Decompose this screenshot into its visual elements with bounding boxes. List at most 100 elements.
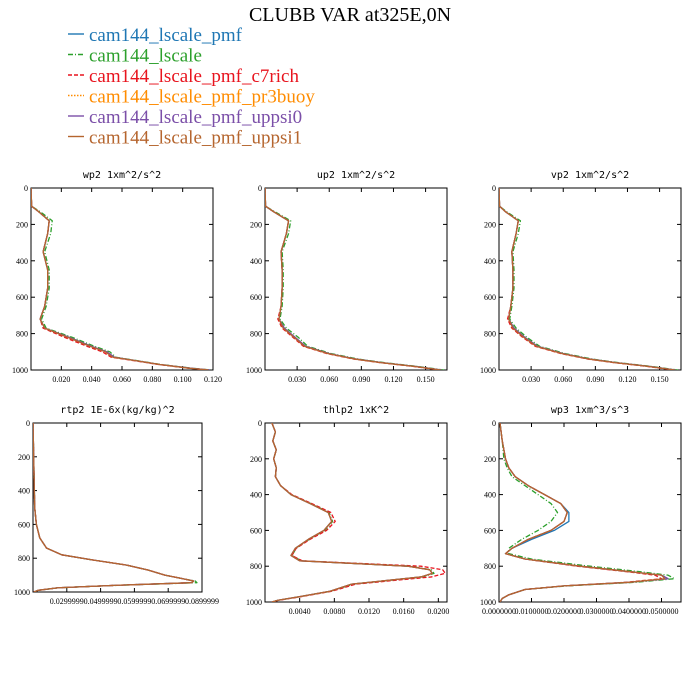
y-tick-label: 600	[484, 526, 496, 535]
y-tick-label: 200	[250, 455, 262, 464]
x-tick-label: 0.100	[174, 375, 192, 384]
x-tick-label: 0.090	[352, 375, 370, 384]
x-tick-label: 0.0899999	[185, 597, 219, 606]
x-tick-label: 0.060	[320, 375, 338, 384]
y-tick-label: 200	[18, 453, 30, 462]
legend-item: cam144_lscale_pmf_pr3buoy	[68, 87, 315, 108]
x-tick-label: 0.0080	[323, 607, 345, 616]
y-tick-label: 800	[484, 330, 496, 339]
x-tick-label: 0.120	[384, 375, 402, 384]
series-group	[499, 188, 678, 370]
x-tick-label: 0.0699999	[151, 597, 185, 606]
panel-title: up2 1xm^2/s^2	[317, 170, 395, 181]
x-tick-label: 0.0499999	[84, 597, 118, 606]
y-tick-label: 400	[250, 257, 262, 266]
y-tick-label: 400	[18, 487, 30, 496]
y-tick-label: 1000	[246, 366, 262, 375]
y-tick-label: 600	[250, 293, 262, 302]
y-tick-label: 600	[18, 520, 30, 529]
series-group	[33, 423, 198, 592]
x-tick-label: 0.030	[522, 375, 540, 384]
legend-label: cam144_lscale_pmf_c7rich	[89, 66, 299, 87]
y-tick-label: 200	[16, 220, 28, 229]
x-tick-label: 0.020	[52, 375, 70, 384]
series-group	[31, 188, 212, 370]
panel: rtp2 1E-6x(kg/kg)^2 0 200 400 600 800 1000 0.02…	[14, 405, 219, 606]
plot-frame	[498, 422, 682, 603]
legend-label: cam144_lscale	[89, 46, 202, 67]
x-tick-label: 0.0120	[358, 607, 380, 616]
series-line-cam144_lscale_pmf_uppsi1	[499, 423, 666, 602]
x-tick-label: 0.0300000	[580, 607, 614, 616]
x-tick-label: 0.120	[204, 375, 222, 384]
panel-title: rtp2 1E-6x(kg/kg)^2	[60, 405, 174, 416]
panel: thlp2 1xK^2 0 200 400 600 800 1000 0.0040 0.0080…	[246, 405, 449, 616]
x-tick-label: 0.080	[143, 375, 161, 384]
series-group	[271, 423, 446, 602]
figure-title: CLUBB VAR at325E,0N	[249, 4, 451, 26]
y-tick-label: 200	[484, 220, 496, 229]
panel-title: wp3 1xm^3/s^3	[551, 405, 629, 416]
legend-item: cam144_lscale_pmf	[68, 25, 243, 46]
y-tick-label: 200	[250, 220, 262, 229]
y-tick-label: 0	[26, 419, 30, 428]
plot-frame	[498, 187, 682, 371]
legend-item: cam144_lscale	[68, 46, 202, 67]
x-tick-label: 0.0299999	[50, 597, 84, 606]
panels: wp2 1xm^2/s^2 0 200 400 600 800 1000 0.020 0.040…	[12, 170, 682, 616]
x-tick-label: 0.0040	[289, 607, 311, 616]
legend-item: cam144_lscale_pmf_c7rich	[68, 66, 299, 87]
x-tick-label: 0.0000000	[482, 607, 516, 616]
y-tick-label: 1000	[480, 366, 496, 375]
y-tick-label: 1000	[14, 588, 30, 597]
y-tick-label: 200	[484, 455, 496, 464]
y-tick-label: 0	[258, 419, 262, 428]
series-line-cam144_lscale_pmf_uppsi1	[271, 423, 433, 602]
series-line-cam144_lscale_pmf_uppsi1	[33, 423, 195, 592]
plot-frame	[264, 422, 448, 603]
x-tick-label: 0.060	[554, 375, 572, 384]
panel-title: thlp2 1xK^2	[323, 405, 389, 416]
y-tick-label: 800	[250, 562, 262, 571]
x-tick-label: 0.060	[113, 375, 131, 384]
panel-title: wp2 1xm^2/s^2	[83, 170, 161, 181]
y-tick-label: 600	[484, 293, 496, 302]
legend: cam144_lscale_pmfcam144_lscalecam144_lsc…	[68, 25, 315, 149]
legend-label: cam144_lscale_pmf_uppsi0	[89, 107, 302, 128]
y-tick-label: 400	[484, 491, 496, 500]
series-group	[499, 423, 676, 602]
legend-label: cam144_lscale_pmf	[89, 25, 243, 46]
series-line-cam144_lscale_pmf_uppsi1	[265, 188, 441, 370]
x-tick-label: 0.120	[618, 375, 636, 384]
y-tick-label: 0	[492, 184, 496, 193]
series-group	[265, 188, 444, 370]
y-tick-label: 1000	[480, 598, 496, 607]
x-tick-label: 0.0500000	[645, 607, 679, 616]
y-tick-label: 800	[484, 562, 496, 571]
y-tick-label: 800	[16, 330, 28, 339]
x-tick-label: 0.150	[417, 375, 435, 384]
y-tick-label: 800	[18, 554, 30, 563]
y-tick-label: 400	[16, 257, 28, 266]
legend-label: cam144_lscale_pmf_uppsi1	[89, 128, 302, 149]
series-line-cam144_lscale_pmf_uppsi1	[31, 188, 209, 370]
x-tick-label: 0.0160	[393, 607, 415, 616]
plot-frame	[32, 422, 203, 593]
y-tick-label: 0	[492, 419, 496, 428]
panel: wp2 1xm^2/s^2 0 200 400 600 800 1000 0.020 0.040…	[12, 170, 222, 384]
x-tick-label: 0.040	[83, 375, 101, 384]
x-tick-label: 0.0200000	[547, 607, 581, 616]
x-tick-label: 0.150	[651, 375, 669, 384]
y-tick-label: 1000	[12, 366, 28, 375]
legend-item: cam144_lscale_pmf_uppsi0	[68, 107, 302, 128]
x-tick-label: 0.0400000	[612, 607, 646, 616]
x-tick-label: 0.030	[288, 375, 306, 384]
series-line-cam144_lscale_pmf_uppsi1	[499, 188, 675, 370]
panel: wp3 1xm^3/s^3 0 200 400 600 800 10000.0000000 0…	[480, 405, 682, 616]
panel: vp2 1xm^2/s^2 0 200 400 600 800 1000 0.030 0.060…	[480, 170, 682, 384]
x-tick-label: 0.0200	[427, 607, 449, 616]
series-line-cam144_lscale_pmf_c7rich	[271, 423, 446, 602]
y-tick-label: 400	[250, 491, 262, 500]
